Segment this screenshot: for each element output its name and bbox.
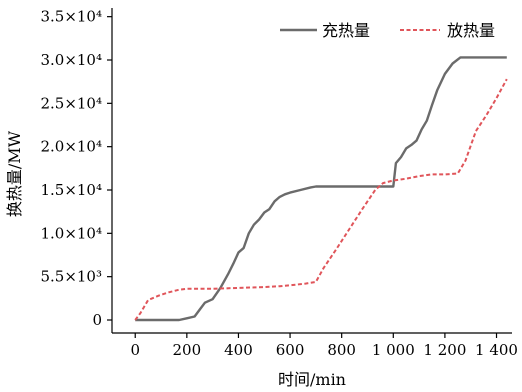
x-tick-label-7: 1 400: [475, 341, 518, 359]
legend: 充热量 放热量: [280, 21, 495, 40]
x-axis-title: 时间/min: [278, 370, 346, 389]
legend-label-1: 放热量: [447, 21, 495, 40]
x-tick-label-1: 200: [173, 341, 202, 359]
y-tick-label-2: 1.0×10⁴: [40, 224, 102, 242]
plot-area: [134, 56, 508, 322]
axes: [111, 8, 512, 334]
y-tick-label-4: 2.0×10⁴: [40, 138, 102, 156]
y-tick-label-1: 5.5×10³: [40, 268, 102, 286]
x-tick-label-0: 0: [130, 341, 140, 359]
y-tick-label-6: 3.0×10⁴: [40, 51, 102, 69]
x-tick-label-3: 600: [276, 341, 305, 359]
x-tick-label-5: 1 000: [372, 341, 415, 359]
y-tick-label-5: 2.5×10⁴: [40, 94, 102, 112]
x-tick-label-6: 1 200: [423, 341, 466, 359]
legend-label-0: 充热量: [322, 21, 370, 40]
y-tick-label-0: 0: [92, 311, 102, 329]
x-tick-label-4: 800: [327, 341, 356, 359]
ticks: 0 200 400 600 800 1 000 1 200 1 400 0 5.5×10³ 1.0×…: [40, 8, 518, 359]
x-tick-label-2: 400: [224, 341, 253, 359]
series-line-1: [134, 78, 508, 321]
y-tick-label-3: 1.5×10⁴: [40, 181, 102, 199]
series-line-0: [135, 56, 507, 322]
y-axis-title: 换热量/MW: [5, 130, 24, 217]
y-tick-label-7: 3.5×10⁴: [40, 8, 102, 26]
